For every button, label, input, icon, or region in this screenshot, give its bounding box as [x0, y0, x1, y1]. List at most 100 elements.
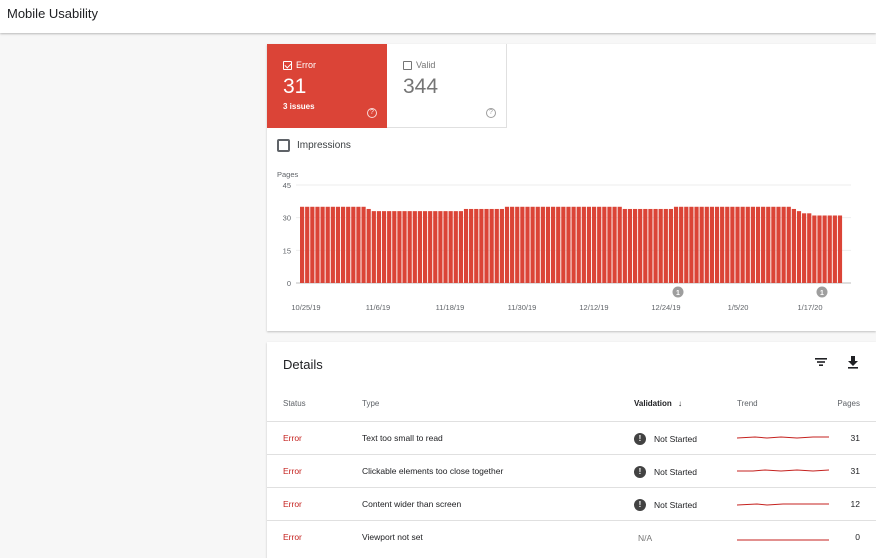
chart-bar[interactable]	[515, 206, 520, 283]
chart-bar[interactable]	[602, 206, 607, 283]
chart-bar[interactable]	[607, 206, 612, 283]
chart-bar[interactable]	[576, 206, 581, 283]
chart-bar[interactable]	[489, 208, 494, 283]
chart-bar[interactable]	[622, 208, 627, 283]
chart-bar[interactable]	[535, 206, 540, 283]
chart-bar[interactable]	[653, 208, 658, 283]
valid-help-icon[interactable]: ?	[486, 108, 496, 118]
chart-bar[interactable]	[597, 206, 602, 283]
chart-bar[interactable]	[412, 211, 417, 283]
chart-bar[interactable]	[469, 208, 474, 283]
chart-bar[interactable]	[827, 215, 832, 283]
chart-bar[interactable]	[591, 206, 597, 283]
chart-bar[interactable]	[679, 206, 684, 283]
chart-bar[interactable]	[402, 211, 407, 283]
chart-bar[interactable]	[581, 206, 586, 283]
chart-bar[interactable]	[704, 206, 709, 283]
chart-bar[interactable]	[837, 215, 843, 283]
chart-bar[interactable]	[658, 208, 663, 283]
chart-bar[interactable]	[807, 213, 812, 283]
error-tile[interactable]: Error 31 3 issues ?	[267, 44, 387, 128]
chart-bar[interactable]	[781, 206, 786, 283]
chart-bar[interactable]	[771, 206, 776, 283]
table-row[interactable]: Error Clickable elements too close togeth…	[267, 454, 876, 487]
chart-bar[interactable]	[525, 206, 530, 283]
chart-bar[interactable]	[499, 208, 504, 283]
chart-bar[interactable]	[627, 208, 633, 283]
chart-bar[interactable]	[673, 206, 679, 283]
chart-bar[interactable]	[709, 206, 715, 283]
annotation-marker[interactable]: 1	[816, 286, 828, 298]
chart-bar[interactable]	[566, 206, 571, 283]
chart-bar[interactable]	[761, 206, 766, 283]
chart-bar[interactable]	[730, 206, 735, 283]
chart-bar[interactable]	[407, 211, 412, 283]
chart-bar[interactable]	[504, 206, 510, 283]
column-header-type[interactable]: Type	[362, 399, 380, 408]
table-row[interactable]: Error Content wider than screen! Not Start…	[267, 487, 876, 520]
chart-bar[interactable]	[438, 211, 443, 283]
chart-bar[interactable]	[448, 211, 453, 283]
chart-bar[interactable]	[551, 206, 556, 283]
chart-bar[interactable]	[453, 211, 458, 283]
column-header-status[interactable]: Status	[283, 399, 306, 408]
impressions-checkbox-icon[interactable]	[277, 139, 290, 152]
chart-bar[interactable]	[397, 211, 402, 283]
chart-bar[interactable]	[689, 206, 694, 283]
chart-bar[interactable]	[458, 211, 463, 283]
chart-bar[interactable]	[310, 206, 315, 283]
chart-bar[interactable]	[417, 211, 423, 283]
chart-bar[interactable]	[561, 206, 566, 283]
chart-bar[interactable]	[725, 206, 730, 283]
chart-bar[interactable]	[433, 211, 438, 283]
download-icon[interactable]	[845, 354, 861, 370]
chart-bar[interactable]	[694, 206, 699, 283]
chart-bar[interactable]	[361, 206, 366, 283]
chart-bar[interactable]	[556, 206, 561, 283]
chart-bar[interactable]	[520, 206, 525, 283]
error-help-icon[interactable]: ?	[367, 108, 377, 118]
chart-bar[interactable]	[422, 211, 428, 283]
chart-bar[interactable]	[745, 206, 750, 283]
chart-bar[interactable]	[371, 211, 376, 283]
chart-bar[interactable]	[684, 206, 689, 283]
chart-bar[interactable]	[351, 206, 356, 283]
chart-bar[interactable]	[755, 206, 761, 283]
annotation-marker[interactable]: 1	[672, 286, 684, 298]
chart-bar[interactable]	[484, 208, 489, 283]
chart-bar[interactable]	[817, 215, 822, 283]
column-header-trend[interactable]: Trend	[737, 399, 758, 408]
chart-bar[interactable]	[330, 206, 335, 283]
chart-bar[interactable]	[545, 206, 551, 283]
chart-bar[interactable]	[802, 213, 807, 283]
chart-bar[interactable]	[776, 206, 781, 283]
chart-bar[interactable]	[699, 206, 704, 283]
chart-bar[interactable]	[735, 206, 740, 283]
chart-bar[interactable]	[474, 208, 479, 283]
chart-bar[interactable]	[428, 211, 433, 283]
chart-bar[interactable]	[346, 206, 351, 283]
chart-bar[interactable]	[786, 206, 791, 283]
chart-bar[interactable]	[638, 208, 643, 283]
chart-bar[interactable]	[822, 215, 827, 283]
chart-bar[interactable]	[320, 206, 325, 283]
chart-bar[interactable]	[617, 206, 622, 283]
chart-bar[interactable]	[571, 206, 576, 283]
chart-bar[interactable]	[632, 208, 638, 283]
column-header-validation[interactable]: Validation ↓	[634, 399, 682, 408]
chart-bar[interactable]	[668, 208, 674, 283]
chart-bar[interactable]	[740, 206, 745, 283]
chart-bar[interactable]	[796, 211, 802, 283]
impressions-toggle[interactable]: Impressions	[277, 139, 351, 152]
chart-bar[interactable]	[335, 206, 341, 283]
chart-bar[interactable]	[340, 206, 346, 283]
chart-bar[interactable]	[612, 206, 617, 283]
chart-bar[interactable]	[812, 215, 817, 283]
chart-bar[interactable]	[305, 206, 310, 283]
chart-bar[interactable]	[494, 208, 499, 283]
valid-checkbox-icon[interactable]	[403, 61, 412, 70]
chart-bar[interactable]	[720, 206, 725, 283]
chart-bar[interactable]	[766, 206, 771, 283]
valid-tile[interactable]: Valid 344 ?	[387, 44, 507, 128]
chart-bar[interactable]	[325, 206, 330, 283]
